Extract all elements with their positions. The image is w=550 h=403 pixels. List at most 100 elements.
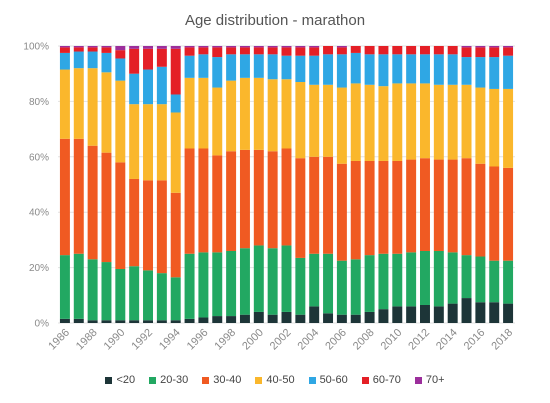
bar-segment — [336, 163, 347, 261]
bar-stack-2013 — [433, 46, 444, 323]
x-tick-label: 1996 — [185, 327, 211, 353]
bar-segment — [253, 149, 264, 246]
bar-segment — [281, 47, 292, 56]
bar-segment — [392, 253, 403, 307]
bar-segment — [129, 320, 140, 323]
chart-title: Age distribution - marathon — [184, 12, 366, 29]
bar-stack-1990 — [115, 46, 126, 323]
bar-segment — [226, 47, 237, 55]
bar-segment — [475, 46, 486, 48]
bar-segment — [309, 47, 320, 56]
bar-segment — [115, 320, 126, 323]
x-axis: 1986 1988 1990 1992 1994 1996 1998 2000 2002 2004… — [46, 327, 515, 353]
bar-segment — [378, 54, 389, 87]
bar-stack-2001 — [267, 46, 278, 323]
bar-stack-1991 — [129, 46, 140, 323]
bar-segment — [198, 148, 209, 253]
bar-segment — [87, 320, 98, 323]
bar-segment — [336, 87, 347, 164]
bar-segment — [101, 152, 112, 263]
bar-segment — [143, 46, 153, 49]
bar-segment — [364, 54, 375, 85]
bar-segment — [475, 302, 486, 323]
bar-segment — [475, 87, 486, 164]
bar-segment — [198, 252, 209, 318]
bar-stack-2003 — [295, 46, 306, 323]
y-tick-label: 40% — [29, 208, 49, 219]
y-tick-label: 20% — [29, 263, 49, 274]
bar-segment — [392, 306, 403, 323]
legend-swatch — [361, 376, 369, 384]
bar-segment — [364, 255, 375, 312]
bar-segment — [198, 47, 209, 55]
bar-segment — [447, 84, 458, 160]
bar-segment — [212, 46, 223, 48]
bar-stack-2014 — [447, 46, 458, 323]
bar-segment — [73, 138, 84, 254]
bar-segment — [489, 260, 500, 303]
bar-stack-1989 — [101, 46, 112, 323]
bar-segment — [253, 46, 264, 48]
bar-segment — [184, 253, 195, 319]
x-tick-label: 1986 — [46, 327, 72, 353]
bar-segment — [420, 250, 430, 305]
bar-segment — [503, 47, 514, 56]
bar-segment — [461, 57, 472, 85]
bar-segment — [447, 252, 458, 304]
x-tick-label: 1990 — [102, 327, 128, 353]
legend-item: 70+ — [414, 374, 445, 386]
bar-segment — [184, 318, 195, 323]
bar-stack-1999 — [239, 46, 250, 323]
bar-segment — [336, 47, 347, 55]
bar-stack-2009 — [378, 46, 389, 323]
bar-segment — [461, 47, 472, 58]
bar-stack-1988 — [87, 46, 98, 323]
x-tick-label: 1998 — [212, 327, 238, 353]
bar-segment — [184, 47, 195, 56]
x-tick-label: 2006 — [323, 327, 349, 353]
bar-segment — [59, 69, 70, 139]
bar-segment — [406, 46, 417, 55]
bar-segment — [323, 84, 334, 157]
bar-segment — [129, 48, 140, 74]
bar-segment — [323, 46, 334, 55]
bar-segment — [392, 54, 403, 84]
x-tick-label: 2016 — [462, 327, 488, 353]
bar-segment — [281, 79, 292, 149]
bar-segment — [156, 180, 167, 274]
bar-segment — [475, 57, 486, 88]
bar-segment — [350, 46, 361, 53]
bar-segment — [503, 46, 514, 48]
bar-segment — [309, 253, 320, 307]
bar-segment — [87, 47, 98, 52]
bar-segment — [461, 84, 472, 159]
bar-segment — [143, 104, 153, 181]
bar-stack-1994 — [170, 46, 181, 323]
bar-segment — [59, 52, 70, 70]
bar-segment — [309, 306, 320, 323]
bar-segment — [406, 83, 417, 160]
y-tick-label: 0% — [35, 319, 50, 330]
bar-segment — [212, 155, 223, 253]
bar-segment — [309, 55, 320, 85]
x-tick-label: 2014 — [434, 327, 460, 353]
bar-segment — [184, 55, 195, 78]
bar-segment — [156, 66, 167, 105]
bar-segment — [143, 180, 153, 271]
bar-segment — [184, 77, 195, 149]
bar-segment — [73, 68, 84, 139]
bar-segment — [253, 54, 264, 78]
bar-segment — [73, 253, 84, 319]
bar-segment — [461, 255, 472, 299]
bar-segment — [323, 253, 334, 314]
bar-segment — [226, 250, 237, 317]
bar-segment — [267, 248, 278, 315]
legend-item: 30-40 — [202, 374, 241, 386]
legend-swatch — [414, 376, 422, 384]
bar-segment — [406, 252, 417, 307]
bar-segment — [115, 162, 126, 269]
bar-segment — [73, 47, 84, 52]
bar-segment — [267, 151, 278, 249]
bar-segment — [101, 320, 112, 323]
legend-swatch — [202, 376, 210, 384]
